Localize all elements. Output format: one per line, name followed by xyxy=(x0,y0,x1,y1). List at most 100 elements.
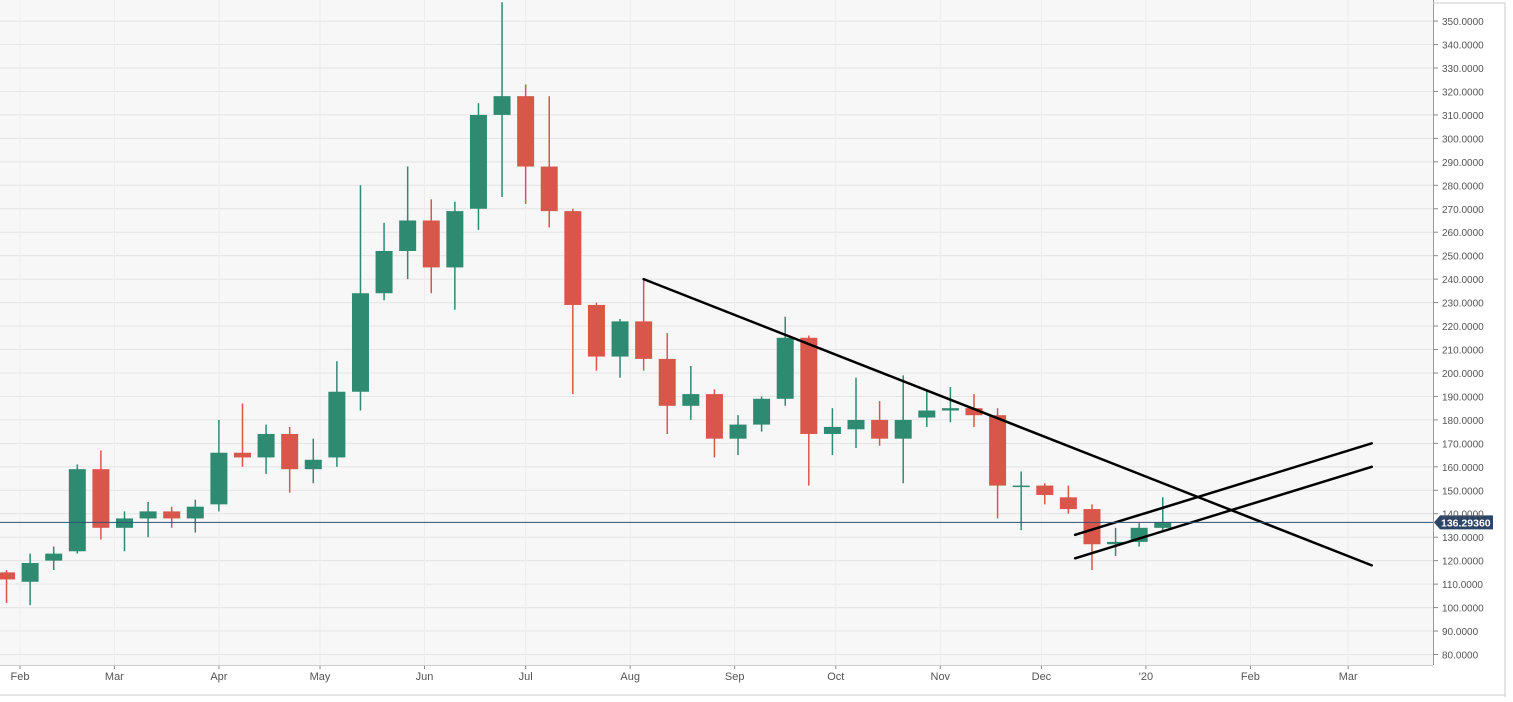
candle[interactable] xyxy=(1107,527,1125,556)
current-price-label: 136.29360 xyxy=(1441,517,1491,529)
candle-body xyxy=(517,96,535,167)
x-tick-label: Jul xyxy=(519,671,533,683)
candle[interactable] xyxy=(1036,483,1054,505)
candle-body xyxy=(871,419,889,439)
candle[interactable] xyxy=(1083,504,1101,571)
candle-body xyxy=(705,394,723,439)
candle[interactable] xyxy=(729,415,747,456)
current-price: 136.29360 xyxy=(0,515,1493,530)
candle[interactable] xyxy=(871,401,889,446)
candle[interactable] xyxy=(233,403,251,467)
candle-body xyxy=(800,337,818,434)
candle-body xyxy=(422,220,440,268)
candle[interactable] xyxy=(540,96,558,228)
candle[interactable] xyxy=(328,361,346,467)
candle[interactable] xyxy=(564,208,582,395)
candle[interactable] xyxy=(517,84,535,205)
plot-background xyxy=(0,0,1433,665)
candle-body xyxy=(729,424,747,439)
candle[interactable] xyxy=(68,464,86,554)
y-tick-label: 240.0000 xyxy=(1442,275,1484,286)
candle[interactable] xyxy=(611,319,629,378)
candle[interactable] xyxy=(989,408,1007,519)
candle[interactable] xyxy=(776,316,794,406)
candle[interactable] xyxy=(45,546,63,571)
y-tick-label: 340.0000 xyxy=(1442,41,1484,52)
candle-body xyxy=(446,211,464,268)
candle[interactable] xyxy=(304,438,322,484)
candle[interactable] xyxy=(682,365,700,420)
candle-body xyxy=(564,211,582,305)
candle[interactable] xyxy=(800,335,818,486)
candle[interactable] xyxy=(116,511,134,552)
trendline[interactable] xyxy=(1073,442,1374,537)
candle-body xyxy=(941,408,959,411)
y-tick-label: 150.0000 xyxy=(1442,486,1484,497)
candle[interactable] xyxy=(281,426,299,493)
candle-body xyxy=(682,394,700,406)
y-tick-label: 190.0000 xyxy=(1442,392,1484,403)
candle-body xyxy=(92,469,110,528)
candle[interactable] xyxy=(965,394,983,427)
candle[interactable] xyxy=(918,389,936,427)
x-tick-label: Jun xyxy=(416,671,434,683)
x-tick-label: Mar xyxy=(105,671,124,683)
y-tick-label: 90.0000 xyxy=(1442,627,1479,638)
candle[interactable] xyxy=(1012,471,1030,531)
y-tick-label: 300.0000 xyxy=(1442,134,1484,145)
candle[interactable] xyxy=(257,424,275,474)
candle[interactable] xyxy=(186,499,204,533)
candle[interactable] xyxy=(658,333,676,434)
candle-body xyxy=(635,321,653,359)
candle[interactable] xyxy=(823,408,841,456)
candle[interactable] xyxy=(941,387,959,423)
current-price-badge xyxy=(1434,515,1493,530)
x-tick-label: May xyxy=(310,671,331,683)
x-tick-label: Oct xyxy=(827,671,844,683)
y-tick-label: 110.0000 xyxy=(1442,580,1483,591)
y-tick-label: 160.0000 xyxy=(1442,463,1484,474)
candle[interactable] xyxy=(139,502,157,538)
candle[interactable] xyxy=(210,419,228,512)
candle[interactable] xyxy=(847,377,865,449)
y-tick-label: 210.0000 xyxy=(1442,346,1484,357)
candle[interactable] xyxy=(753,396,771,432)
candle-body xyxy=(776,337,794,399)
candle[interactable] xyxy=(587,302,605,371)
candle-body xyxy=(965,408,983,416)
y-tick-label: 220.0000 xyxy=(1442,322,1484,333)
candle[interactable] xyxy=(469,103,487,230)
candle[interactable] xyxy=(635,279,653,371)
x-tick-label: Mar xyxy=(1339,671,1358,683)
x-tick-label: Feb xyxy=(11,671,30,683)
x-tick-label: Feb xyxy=(1241,671,1260,683)
candle-body xyxy=(658,358,676,406)
y-tick-label: 290.0000 xyxy=(1442,158,1484,169)
candle-body xyxy=(68,469,86,552)
candle[interactable] xyxy=(351,185,369,411)
candle[interactable] xyxy=(1154,497,1172,531)
candle-body xyxy=(1036,485,1054,495)
candle[interactable] xyxy=(163,506,181,528)
y-tick-label: 200.0000 xyxy=(1442,369,1484,380)
candle[interactable] xyxy=(0,570,16,603)
candle[interactable] xyxy=(446,201,464,310)
x-tick-label: Apr xyxy=(210,671,227,683)
candle[interactable] xyxy=(399,166,417,280)
candle[interactable] xyxy=(493,2,511,198)
candle[interactable] xyxy=(21,553,39,606)
candle[interactable] xyxy=(375,222,393,301)
y-tick-label: 140.0000 xyxy=(1442,510,1484,521)
trendline[interactable] xyxy=(642,277,1374,567)
grid xyxy=(0,0,1433,665)
candle[interactable] xyxy=(1059,485,1077,514)
candle[interactable] xyxy=(705,389,723,458)
y-tick-label: 280.0000 xyxy=(1442,181,1484,192)
candle[interactable] xyxy=(422,199,440,294)
candle[interactable] xyxy=(894,375,912,484)
candle[interactable] xyxy=(92,450,110,540)
candle-body xyxy=(328,391,346,458)
trendline[interactable] xyxy=(1073,465,1374,560)
